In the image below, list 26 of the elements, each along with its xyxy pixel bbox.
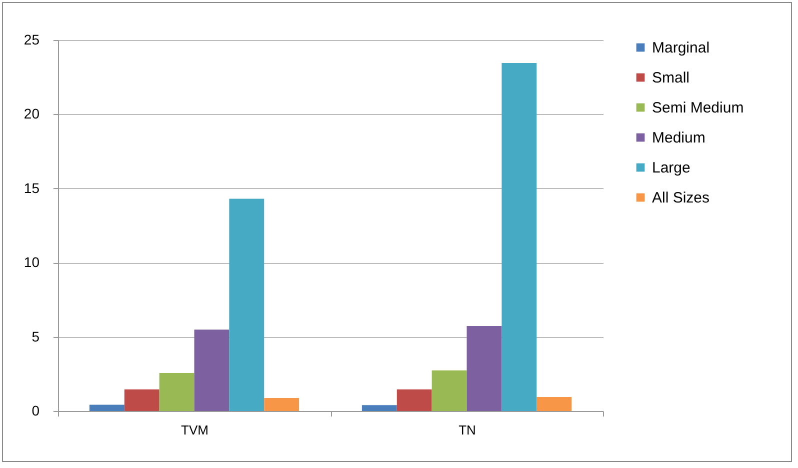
x-tick-label: TVM <box>181 422 208 438</box>
bar <box>159 373 194 411</box>
legend-label: All Sizes <box>652 190 710 206</box>
x-tick-label: TN <box>458 422 476 438</box>
legend-label: Semi Medium <box>652 100 744 116</box>
legend-label: Small <box>652 70 690 86</box>
bar <box>89 404 124 411</box>
legend-label: Medium <box>652 130 706 146</box>
bar <box>229 198 264 411</box>
legend-label: Marginal <box>652 40 710 56</box>
y-tick-label: 25 <box>24 32 40 48</box>
y-tick-label: 0 <box>32 402 40 418</box>
y-tick-label: 20 <box>24 106 40 122</box>
legend-label: Large <box>652 160 690 176</box>
bar <box>264 398 300 411</box>
bar <box>396 389 432 411</box>
bar <box>432 370 467 411</box>
bar <box>362 405 397 411</box>
bar <box>466 326 502 411</box>
bar <box>194 330 230 411</box>
y-tick-label: 5 <box>32 328 40 344</box>
y-tick-label: 15 <box>24 180 40 196</box>
bar <box>536 397 572 411</box>
y-tick-label: 10 <box>24 254 40 270</box>
bar <box>502 63 537 411</box>
bar <box>124 389 160 411</box>
